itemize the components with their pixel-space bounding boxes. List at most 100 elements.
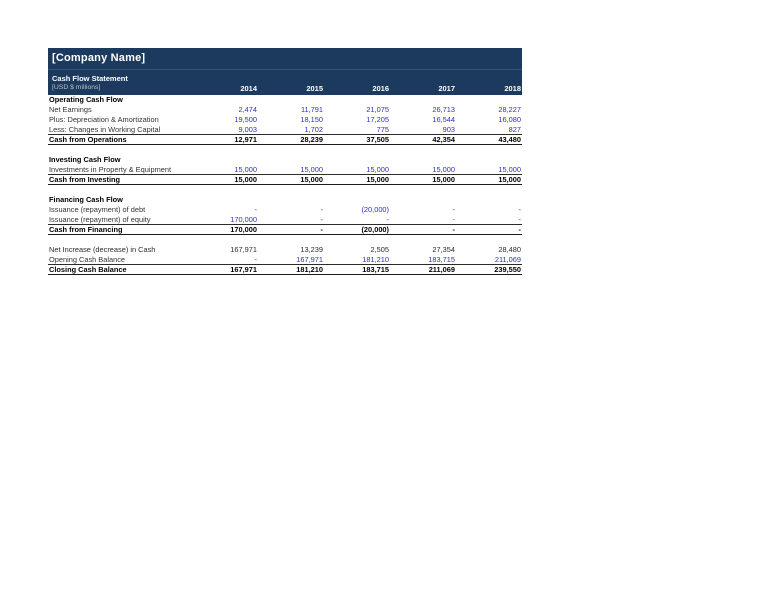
cell-value[interactable]: 11,791 bbox=[300, 105, 323, 114]
line-item-row: Less: Changes in Working Capital 9,003 1,7… bbox=[48, 125, 522, 135]
cell-value[interactable] bbox=[258, 95, 324, 105]
cell-value[interactable] bbox=[390, 195, 456, 205]
cell-value[interactable]: 15,000 bbox=[432, 175, 455, 184]
row-label[interactable]: Issuance (repayment) of debt bbox=[49, 205, 146, 214]
cell-value[interactable] bbox=[456, 195, 522, 205]
cell-value[interactable]: 211,069 bbox=[428, 265, 455, 274]
cell-value[interactable]: 181,210 bbox=[296, 265, 323, 274]
cell-value[interactable]: 16,080 bbox=[498, 115, 521, 124]
cell-value[interactable]: (20,000) bbox=[361, 205, 389, 214]
cell-value[interactable]: 37,505 bbox=[366, 135, 389, 144]
cell-value[interactable] bbox=[192, 195, 258, 205]
year-column-header[interactable]: 2016 bbox=[372, 84, 389, 93]
cell-value[interactable]: 1,702 bbox=[304, 125, 324, 134]
cell-value[interactable]: 17,205 bbox=[366, 115, 389, 124]
cell-value[interactable]: 15,000 bbox=[300, 175, 323, 184]
cell-value[interactable] bbox=[324, 195, 390, 205]
row-label[interactable]: Cash from Investing bbox=[49, 175, 121, 184]
cell-value[interactable]: 28,480 bbox=[498, 245, 521, 254]
cell-value[interactable] bbox=[192, 155, 258, 165]
cell-value[interactable]: - bbox=[452, 205, 455, 214]
cell-value[interactable]: 903 bbox=[442, 125, 455, 134]
cell-value[interactable]: 28,239 bbox=[300, 135, 323, 144]
cell-value[interactable]: - bbox=[320, 215, 323, 224]
row-label[interactable]: Opening Cash Balance bbox=[49, 255, 126, 264]
cell-value[interactable]: 15,000 bbox=[366, 175, 389, 184]
cell-value[interactable]: 211,069 bbox=[494, 255, 521, 264]
cell-value[interactable]: 15,000 bbox=[498, 175, 521, 184]
cell-value[interactable]: - bbox=[452, 215, 455, 224]
cell-value[interactable]: 183,715 bbox=[428, 255, 455, 264]
cell-value[interactable]: 170,000 bbox=[230, 225, 257, 234]
cell-value[interactable]: 42,354 bbox=[432, 135, 455, 144]
cell-value[interactable]: 27,354 bbox=[432, 245, 455, 254]
cell-value[interactable] bbox=[390, 95, 456, 105]
cell-value[interactable]: 13,239 bbox=[300, 245, 323, 254]
cell-value[interactable]: 28,227 bbox=[498, 105, 521, 114]
cell-value[interactable]: (20,000) bbox=[361, 225, 389, 234]
cell-value[interactable]: 18,150 bbox=[300, 115, 323, 124]
cell-value[interactable]: - bbox=[254, 205, 257, 214]
cell-value[interactable]: 15,000 bbox=[432, 165, 455, 174]
cell-value[interactable] bbox=[258, 155, 324, 165]
cell-value[interactable]: 12,971 bbox=[234, 135, 257, 144]
cell-value[interactable]: 43,480 bbox=[498, 135, 521, 144]
cell-value[interactable] bbox=[324, 155, 390, 165]
line-item-row: Plus: Depreciation & Amortization 19,500 1… bbox=[48, 115, 522, 125]
year-column-header[interactable]: 2017 bbox=[438, 84, 455, 93]
cell-value[interactable]: 2,505 bbox=[370, 245, 390, 254]
cell-value[interactable]: 19,500 bbox=[234, 115, 257, 124]
cell-value[interactable]: 827 bbox=[508, 125, 521, 134]
spacer-row bbox=[48, 145, 522, 155]
row-label[interactable]: Plus: Depreciation & Amortization bbox=[49, 115, 159, 124]
cell-value[interactable]: - bbox=[320, 225, 323, 234]
cell-value[interactable]: 775 bbox=[376, 125, 389, 134]
row-label[interactable]: Financing Cash Flow bbox=[49, 195, 123, 204]
row-label[interactable]: Cash from Operations bbox=[49, 135, 127, 144]
cell-value[interactable]: 15,000 bbox=[300, 165, 323, 174]
cell-value[interactable]: 16,544 bbox=[432, 115, 455, 124]
cell-value[interactable]: - bbox=[518, 215, 521, 224]
cell-value[interactable]: 167,971 bbox=[296, 255, 323, 264]
row-label[interactable]: Net Increase (decrease) in Cash bbox=[49, 245, 156, 254]
row-label[interactable]: Less: Changes in Working Capital bbox=[49, 125, 161, 134]
year-column-header[interactable]: 2015 bbox=[306, 84, 323, 93]
cell-value[interactable]: 2,474 bbox=[238, 105, 258, 114]
cell-value[interactable] bbox=[390, 155, 456, 165]
cell-value[interactable]: - bbox=[452, 225, 455, 234]
cell-value[interactable] bbox=[324, 95, 390, 105]
year-column-header[interactable]: 2018 bbox=[504, 84, 521, 93]
cell-value[interactable]: - bbox=[386, 215, 389, 224]
cell-value[interactable]: 15,000 bbox=[498, 165, 521, 174]
cell-value[interactable] bbox=[192, 95, 258, 105]
cell-value[interactable]: 9,003 bbox=[238, 125, 258, 134]
cell-value[interactable]: 15,000 bbox=[366, 165, 389, 174]
cell-value[interactable] bbox=[456, 95, 522, 105]
cell-value[interactable]: 239,550 bbox=[494, 265, 521, 274]
row-label[interactable]: Investing Cash Flow bbox=[49, 155, 121, 164]
row-label[interactable]: Cash from Financing bbox=[49, 225, 123, 234]
cell-value[interactable] bbox=[258, 195, 324, 205]
year-column-header[interactable]: 2014 bbox=[240, 84, 257, 93]
cell-value[interactable]: 167,971 bbox=[230, 265, 257, 274]
cell-value[interactable]: - bbox=[254, 255, 257, 264]
cell-value[interactable]: - bbox=[320, 205, 323, 214]
cell-value[interactable]: 181,210 bbox=[362, 255, 389, 264]
cell-value[interactable]: 170,000 bbox=[230, 215, 257, 224]
cell-value[interactable]: - bbox=[518, 225, 521, 234]
row-label[interactable]: Closing Cash Balance bbox=[49, 265, 127, 274]
cell-value[interactable]: 26,713 bbox=[432, 105, 455, 114]
spacer-row bbox=[48, 235, 522, 245]
cell-value[interactable] bbox=[456, 155, 522, 165]
row-label[interactable]: Issuance (repayment) of equity bbox=[49, 215, 151, 224]
cell-value[interactable]: 15,000 bbox=[234, 165, 257, 174]
cell-value[interactable]: 167,971 bbox=[230, 245, 257, 254]
statement-table: Operating Cash Flow Net Earnings 2,474 11,7… bbox=[48, 95, 522, 275]
cell-value[interactable]: - bbox=[518, 205, 521, 214]
row-label[interactable]: Operating Cash Flow bbox=[49, 95, 123, 104]
cell-value[interactable]: 183,715 bbox=[362, 265, 389, 274]
row-label[interactable]: Net Earnings bbox=[49, 105, 92, 114]
cell-value[interactable]: 21,075 bbox=[366, 105, 389, 114]
cell-value[interactable]: 15,000 bbox=[234, 175, 257, 184]
row-label[interactable]: Investments in Property & Equipment bbox=[49, 165, 172, 174]
